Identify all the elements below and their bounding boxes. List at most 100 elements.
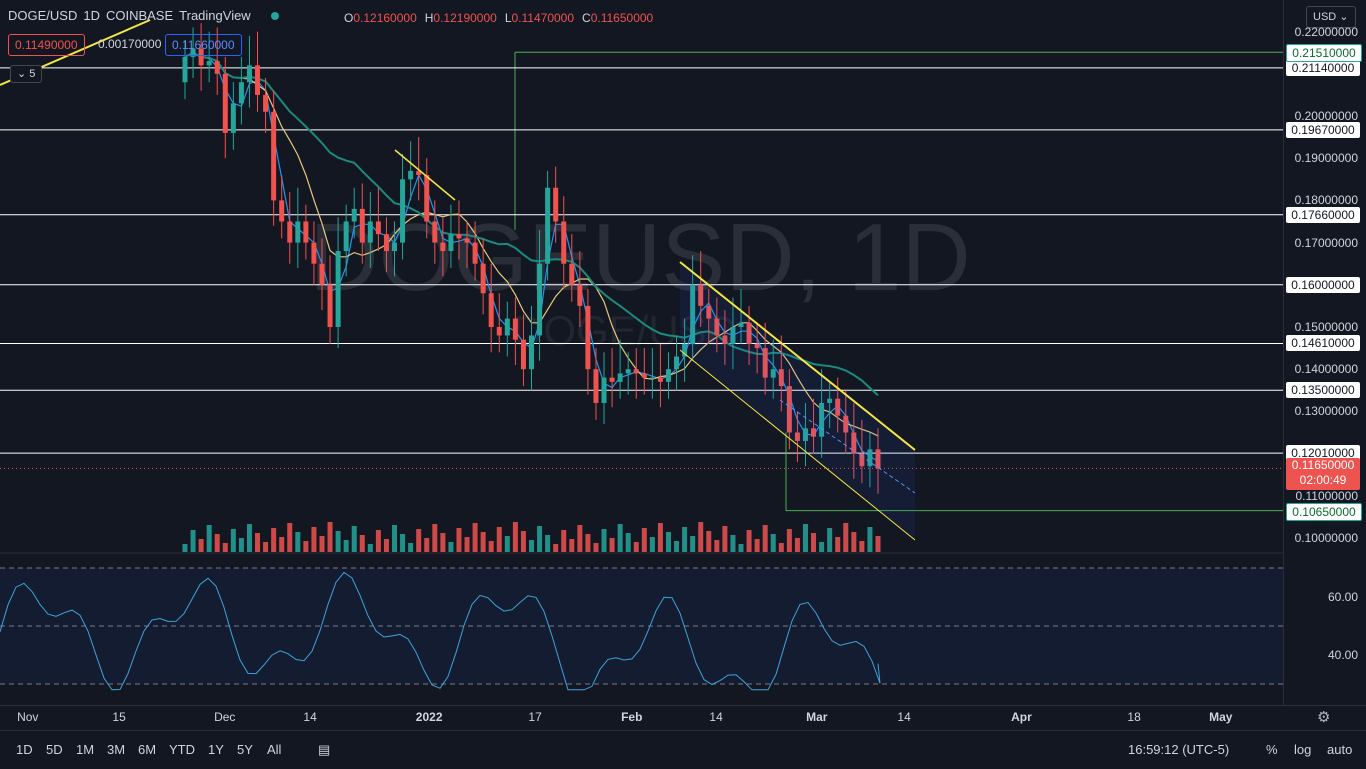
- candle-body[interactable]: [585, 305, 591, 370]
- candle-body[interactable]: [456, 234, 462, 239]
- candle-body[interactable]: [408, 170, 414, 180]
- interval-label[interactable]: 1D: [83, 8, 100, 23]
- candle-body[interactable]: [400, 179, 406, 243]
- candle-body[interactable]: [222, 73, 228, 133]
- candle-body[interactable]: [319, 263, 325, 285]
- candle-body[interactable]: [553, 187, 559, 222]
- candle-body[interactable]: [859, 453, 865, 467]
- range-button-1y[interactable]: 1Y: [208, 742, 224, 757]
- candle-body[interactable]: [851, 432, 857, 454]
- candle-body[interactable]: [520, 339, 526, 370]
- range-button-ytd[interactable]: YTD: [169, 742, 195, 757]
- candle-body[interactable]: [472, 242, 478, 264]
- candle-body[interactable]: [633, 369, 639, 374]
- candle-body[interactable]: [537, 263, 543, 336]
- percent-toggle[interactable]: %: [1266, 742, 1278, 757]
- range-button-all[interactable]: All: [267, 742, 282, 757]
- trendline-upper[interactable]: [679, 261, 916, 451]
- candle-body[interactable]: [577, 284, 583, 306]
- currency-button[interactable]: USD ⌄: [1306, 6, 1356, 28]
- symbol-name[interactable]: DOGE/USD: [8, 8, 78, 23]
- candle-body[interactable]: [561, 221, 567, 264]
- candle-body[interactable]: [255, 65, 261, 95]
- candle-body[interactable]: [665, 369, 671, 382]
- candle-body[interactable]: [335, 251, 341, 327]
- candle-body[interactable]: [198, 48, 204, 66]
- candle-body[interactable]: [279, 200, 285, 222]
- candle-body[interactable]: [214, 61, 220, 74]
- candle-body[interactable]: [295, 221, 301, 243]
- ma-slow-line[interactable]: [184, 51, 879, 397]
- candle-body[interactable]: [811, 428, 817, 437]
- candle-body[interactable]: [311, 242, 317, 264]
- price-chart[interactable]: DOGEUSD, 1D DOGE/USD: [0, 0, 1366, 705]
- candle-body[interactable]: [649, 377, 655, 379]
- time-axis[interactable]: Nov 15 Dec 14 2022 17 Feb 14 Mar 14 Apr 18 May ⚙: [0, 705, 1366, 730]
- candle-body[interactable]: [738, 322, 744, 327]
- candle-body[interactable]: [714, 318, 720, 336]
- candle-body[interactable]: [351, 208, 357, 222]
- candle-body[interactable]: [827, 398, 833, 403]
- indicators-toggle-button[interactable]: ⌄ 5: [10, 65, 43, 83]
- candle-body[interactable]: [625, 369, 631, 374]
- price-axis[interactable]: 0.22000000 0.20000000 0.19000000 0.18000000…: [1283, 0, 1366, 705]
- auto-toggle[interactable]: auto: [1327, 742, 1353, 757]
- candle-body[interactable]: [609, 377, 615, 382]
- candle-body[interactable]: [448, 234, 454, 252]
- candle-body[interactable]: [327, 284, 333, 327]
- log-toggle[interactable]: log: [1294, 742, 1312, 757]
- candle-body[interactable]: [601, 377, 607, 403]
- candle-body[interactable]: [464, 238, 470, 243]
- candle-body[interactable]: [512, 318, 518, 340]
- sell-button[interactable]: 0.11490000: [8, 34, 85, 56]
- candle-body[interactable]: [641, 373, 647, 378]
- candle-body[interactable]: [762, 348, 768, 378]
- rsi-line[interactable]: [0, 571, 881, 691]
- buy-button[interactable]: 0.11660000: [165, 34, 242, 56]
- candle-body[interactable]: [569, 263, 575, 285]
- range-button-5d[interactable]: 5D: [46, 742, 63, 757]
- candle-body[interactable]: [657, 377, 663, 382]
- candle-body[interactable]: [706, 305, 712, 319]
- range-button-3m[interactable]: 3M: [107, 742, 126, 757]
- candle-body[interactable]: [206, 61, 212, 66]
- candle-body[interactable]: [246, 65, 252, 83]
- trendline-small[interactable]: [394, 149, 456, 201]
- candle-body[interactable]: [440, 242, 446, 252]
- candle-body[interactable]: [359, 208, 365, 243]
- candle-body[interactable]: [480, 263, 486, 294]
- candle-body[interactable]: [263, 94, 269, 112]
- candle-body[interactable]: [230, 103, 236, 133]
- candle-body[interactable]: [730, 327, 736, 344]
- candle-body[interactable]: [383, 234, 389, 252]
- candle-body[interactable]: [367, 221, 373, 243]
- candle-body[interactable]: [722, 335, 728, 344]
- candle-body[interactable]: [593, 369, 599, 403]
- candle-body[interactable]: [770, 369, 776, 378]
- candle-body[interactable]: [432, 221, 438, 243]
- candle-body[interactable]: [674, 356, 680, 370]
- candle-body[interactable]: [746, 322, 752, 344]
- candle-body[interactable]: [819, 402, 825, 437]
- range-button-1m[interactable]: 1M: [76, 742, 95, 757]
- candle-body[interactable]: [190, 48, 196, 57]
- gear-icon[interactable]: ⚙: [1317, 709, 1331, 726]
- candle-body[interactable]: [416, 170, 422, 176]
- candle-body[interactable]: [392, 242, 398, 252]
- candle-body[interactable]: [496, 327, 502, 336]
- candle-body[interactable]: [271, 111, 277, 201]
- candle-body[interactable]: [682, 343, 688, 357]
- candle-body[interactable]: [778, 369, 784, 387]
- candle-body[interactable]: [794, 432, 800, 441]
- candle-body[interactable]: [786, 386, 792, 433]
- clock-label[interactable]: 16:59:12 (UTC-5): [1128, 742, 1230, 757]
- candle-body[interactable]: [375, 221, 381, 235]
- candle-body[interactable]: [488, 293, 494, 327]
- candle-body[interactable]: [529, 335, 534, 370]
- trendline-lower[interactable]: [679, 349, 916, 541]
- candle-body[interactable]: [698, 284, 704, 306]
- candle-body[interactable]: [690, 284, 696, 344]
- range-button-1d[interactable]: 1D: [16, 742, 33, 757]
- candle-body[interactable]: [182, 56, 188, 83]
- candle-body[interactable]: [303, 221, 309, 243]
